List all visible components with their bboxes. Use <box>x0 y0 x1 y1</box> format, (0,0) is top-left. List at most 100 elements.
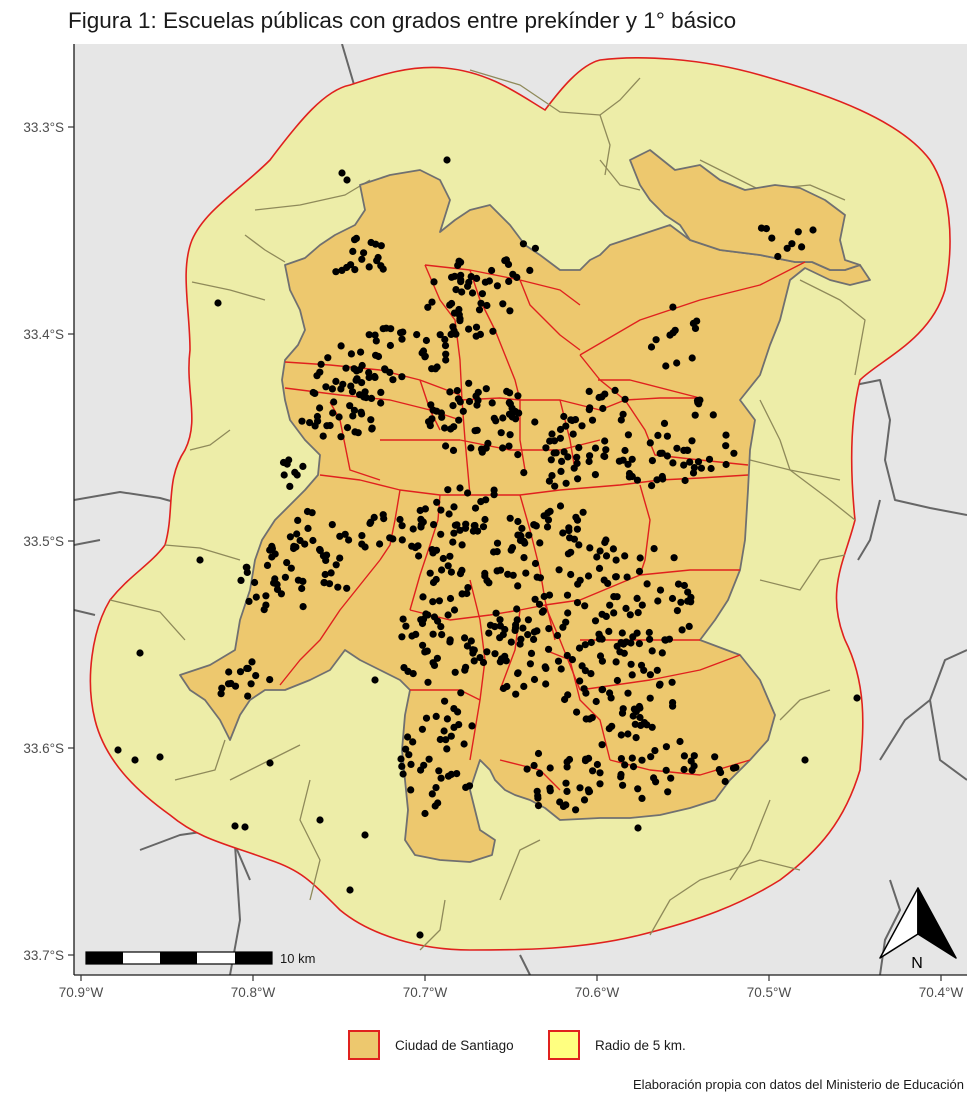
school-point <box>397 755 405 763</box>
school-point <box>445 510 453 518</box>
school-point <box>509 571 517 579</box>
school-point <box>402 622 410 630</box>
school-point <box>584 786 593 794</box>
school-point <box>485 629 493 637</box>
school-point <box>542 444 550 452</box>
school-point <box>351 236 359 244</box>
school-point <box>635 567 644 576</box>
school-point <box>665 635 674 643</box>
school-point <box>801 756 809 764</box>
school-point <box>316 368 324 376</box>
school-point <box>371 372 379 381</box>
school-point <box>361 831 369 839</box>
school-point <box>645 628 653 637</box>
school-point <box>564 453 572 461</box>
school-point <box>313 412 321 421</box>
school-point <box>414 542 422 550</box>
school-point <box>436 735 444 744</box>
school-point <box>374 253 382 262</box>
school-point <box>447 330 455 338</box>
school-point <box>432 546 441 554</box>
legend-item-radio: Radio de 5 km. <box>548 1030 686 1060</box>
school-point <box>244 692 252 700</box>
school-point <box>409 525 417 533</box>
school-point <box>456 570 465 578</box>
school-point <box>468 289 477 297</box>
school-point <box>237 576 245 585</box>
school-point <box>668 594 677 603</box>
school-point <box>545 477 554 485</box>
school-point <box>643 721 651 729</box>
school-point <box>534 794 542 802</box>
school-point <box>243 568 251 577</box>
school-point <box>651 747 659 755</box>
school-point <box>542 680 550 688</box>
y-axis: 33.3°S 33.4°S 33.5°S 33.6°S 33.7°S <box>23 120 74 963</box>
school-point <box>610 609 618 617</box>
school-point <box>462 520 470 528</box>
school-point <box>136 649 144 657</box>
school-point <box>684 446 692 454</box>
school-point <box>382 324 390 332</box>
school-point <box>624 431 633 439</box>
school-point <box>662 743 671 751</box>
school-point <box>280 471 288 479</box>
school-point <box>531 559 540 568</box>
school-point <box>564 609 572 617</box>
school-point <box>602 536 610 544</box>
school-point <box>563 651 571 660</box>
school-point <box>470 657 478 665</box>
school-point <box>263 561 272 570</box>
school-point <box>573 599 582 607</box>
school-point <box>598 686 606 694</box>
school-point <box>538 608 547 616</box>
school-point <box>330 398 338 406</box>
school-point <box>582 755 590 763</box>
school-point <box>347 350 355 358</box>
school-point <box>623 573 631 581</box>
school-point <box>398 762 406 771</box>
school-point <box>377 388 385 396</box>
school-point <box>326 421 334 430</box>
x-tick-label: 70.6°W <box>575 985 620 1000</box>
map[interactable]: 33.3°S 33.4°S 33.5°S 33.6°S 33.7°S 70.9°… <box>0 0 976 1030</box>
school-point <box>292 543 300 551</box>
school-point <box>523 765 531 773</box>
school-point <box>685 622 693 631</box>
school-point <box>446 636 454 644</box>
school-point <box>575 644 584 652</box>
school-point <box>338 169 346 177</box>
school-point <box>545 625 553 633</box>
school-point <box>452 286 460 294</box>
school-point <box>721 777 729 786</box>
school-point <box>482 385 490 393</box>
school-point <box>680 461 688 469</box>
school-point <box>435 767 443 775</box>
school-point <box>515 409 523 417</box>
school-point <box>361 388 369 396</box>
school-point <box>533 573 541 581</box>
school-point <box>774 252 782 261</box>
school-point <box>437 506 445 514</box>
school-point <box>569 430 577 438</box>
school-point <box>217 690 225 698</box>
school-point <box>266 676 274 684</box>
school-point <box>425 755 433 763</box>
school-point <box>368 425 376 433</box>
school-point <box>440 727 448 735</box>
school-point <box>351 266 359 274</box>
school-point <box>633 594 641 603</box>
school-point <box>628 455 636 463</box>
school-point <box>640 666 648 674</box>
school-point <box>358 532 366 540</box>
school-point <box>568 656 577 664</box>
school-point <box>565 524 573 532</box>
school-point <box>689 469 698 477</box>
school-point <box>416 931 424 939</box>
school-point <box>602 446 610 454</box>
school-point <box>709 411 717 419</box>
school-point <box>463 642 471 650</box>
school-point <box>722 431 730 439</box>
school-point <box>335 413 343 421</box>
school-point <box>520 682 528 691</box>
